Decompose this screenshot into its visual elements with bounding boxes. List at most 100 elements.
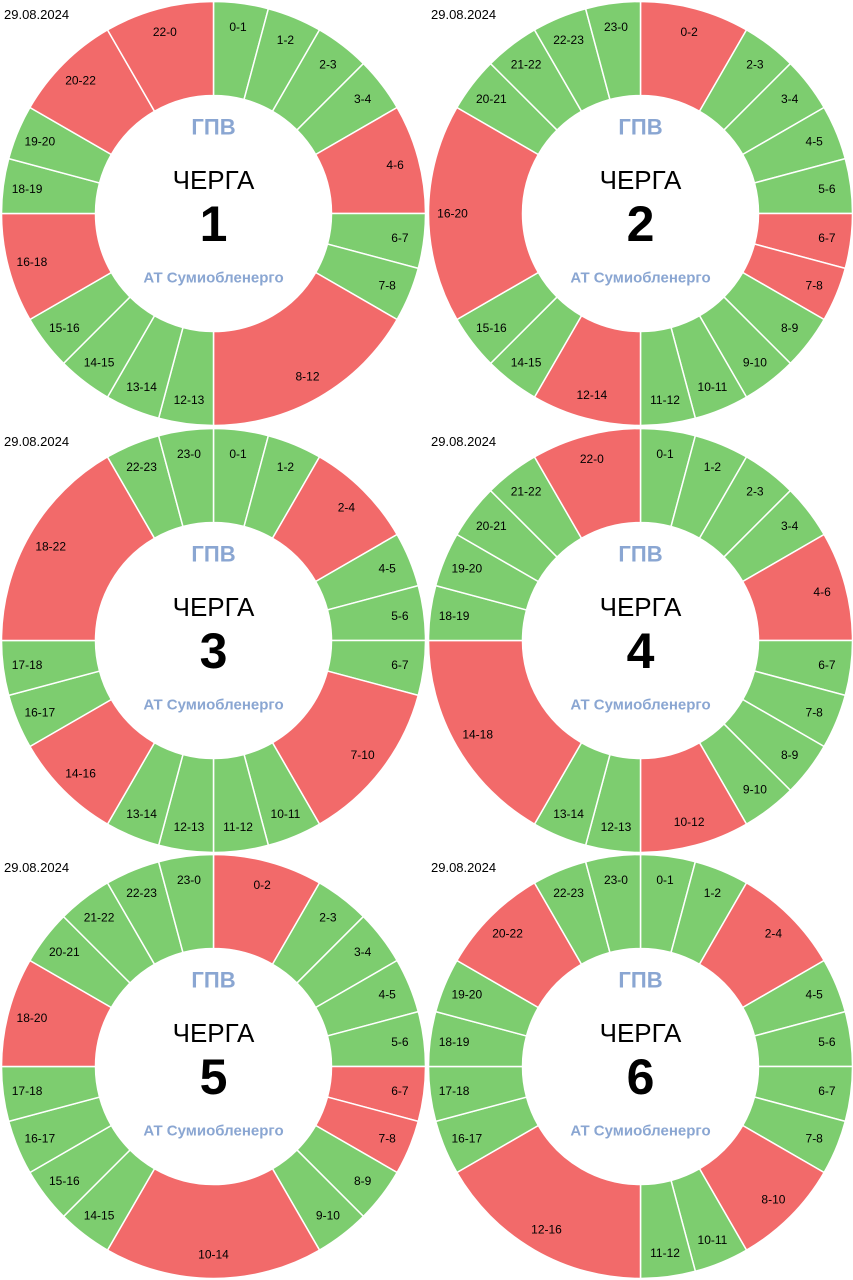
segment-label: 0-1 [656, 873, 674, 887]
segment-label: 1-2 [277, 33, 295, 47]
company-label: АТ Сумиобленерго [570, 697, 710, 714]
segment-label: 0-1 [229, 447, 247, 461]
donut-chart: 0-2 2-3 3-4 4-5 5-6 6-7 7-8 8-9 9-10 10-11 11-12 12… [427, 0, 853, 427]
schedule-panel-1: 0-1 1-2 2-3 3-4 4-6 6-7 7-8 8-12 12-13 13-14 14-15… [0, 0, 427, 427]
segment-label: 18-19 [439, 1035, 470, 1049]
segment-label: 18-22 [35, 540, 66, 554]
donut-chart: 0-1 1-2 2-4 4-5 5-6 6-7 7-10 10-11 11-12 12-13 13-… [0, 427, 427, 854]
segment-label: 16-17 [451, 1131, 482, 1145]
segment-label: 22-0 [580, 452, 604, 466]
segment-label: 15-16 [49, 321, 80, 335]
segment-label: 6-7 [818, 1084, 836, 1098]
segment-label: 6-7 [391, 1084, 409, 1098]
segment-label: 14-18 [462, 728, 493, 742]
segment-label: 8-9 [781, 748, 799, 762]
segment-label: 6-7 [818, 658, 836, 672]
segment-label: 20-21 [476, 519, 507, 533]
queue-number: 4 [627, 623, 655, 679]
center-title: ЧЕРГА [600, 165, 682, 195]
segment-label: 23-0 [177, 873, 201, 887]
segment-label: 18-20 [17, 1011, 48, 1025]
schedule-date: 29.08.2024 [4, 434, 70, 449]
segment-label: 16-17 [24, 1131, 55, 1145]
segment-label: 13-14 [553, 807, 584, 821]
company-label: АТ Сумиобленерго [143, 697, 283, 714]
segment-label: 21-22 [511, 57, 542, 71]
center-top-label: ГПВ [618, 542, 662, 567]
segment-label: 20-21 [49, 945, 80, 959]
segment-label: 23-0 [604, 20, 628, 34]
queue-number: 3 [200, 623, 228, 679]
segment-label: 10-14 [198, 1248, 229, 1262]
schedule-panel-2: 0-2 2-3 3-4 4-5 5-6 6-7 7-8 8-9 9-10 10-11 11-12 12… [427, 0, 853, 427]
segment-label: 7-8 [806, 705, 824, 719]
segment-label: 14-15 [84, 1209, 115, 1223]
segment-label: 2-3 [319, 910, 337, 924]
segment-label: 4-5 [379, 988, 397, 1002]
segment-label: 1-2 [277, 460, 295, 474]
segment-label: 20-21 [476, 92, 507, 106]
segment-label: 17-18 [12, 658, 43, 672]
segment-label: 0-2 [680, 25, 698, 39]
segment-label: 14-15 [84, 356, 115, 370]
center-title: ЧЕРГА [173, 165, 255, 195]
segment-label: 9-10 [743, 356, 767, 370]
segment-label: 10-11 [698, 1233, 728, 1247]
segment-label: 13-14 [126, 380, 157, 394]
segment-18-22 [0, 455, 156, 642]
segment-label: 16-20 [437, 207, 468, 221]
segment-22-0 [533, 427, 642, 540]
segment-label: 18-19 [12, 182, 43, 196]
segment-label: 8-10 [761, 1192, 785, 1206]
segment-label: 6-7 [391, 658, 409, 672]
segment-label: 17-18 [12, 1084, 43, 1098]
segment-label: 7-8 [379, 278, 397, 292]
segment-23-0 [584, 853, 642, 954]
segment-label: 1-2 [704, 460, 722, 474]
segment-label: 20-22 [492, 927, 523, 941]
segment-label: 22-23 [126, 886, 157, 900]
segment-label: 7-8 [806, 1131, 824, 1145]
queue-number: 1 [200, 196, 228, 252]
donut-chart: 0-2 2-3 3-4 4-5 5-6 6-7 7-8 8-9 9-10 10-14 14-15 15… [0, 853, 427, 1280]
segment-label: 21-22 [84, 910, 115, 924]
segment-label: 3-4 [781, 92, 799, 106]
segment-label: 22-23 [126, 460, 157, 474]
segment-label: 9-10 [743, 783, 767, 797]
segment-label: 3-4 [354, 92, 372, 106]
segment-label: 13-14 [126, 807, 157, 821]
segment-label: 4-5 [806, 135, 824, 149]
segment-16-20 [427, 106, 540, 321]
segment-label: 5-6 [391, 1035, 409, 1049]
company-label: АТ Сумиобленерго [570, 1123, 710, 1140]
donut-chart: 0-1 1-2 2-3 3-4 4-6 6-7 7-8 8-9 9-10 10-12 12-13 13… [427, 427, 853, 854]
donut-chart: 0-1 1-2 2-4 4-5 5-6 6-7 7-8 8-10 10-11 11-12 12-16… [427, 853, 853, 1280]
schedule-date: 29.08.2024 [431, 434, 497, 449]
segment-label: 12-13 [174, 393, 205, 407]
segment-label: 2-3 [746, 484, 764, 498]
segment-label: 12-14 [576, 388, 607, 402]
segment-label: 10-12 [674, 815, 705, 829]
schedule-panel-6: 0-1 1-2 2-4 4-5 5-6 6-7 7-8 8-10 10-11 11-12 12-16… [427, 853, 853, 1280]
segment-label: 10-11 [698, 380, 728, 394]
donut-chart: 0-1 1-2 2-3 3-4 4-6 6-7 7-8 8-12 12-13 13-14 14-15… [0, 0, 427, 427]
segment-label: 19-20 [451, 562, 482, 576]
segment-label: 9-10 [316, 1209, 340, 1223]
segment-14-18 [427, 639, 583, 826]
segment-label: 12-13 [601, 820, 632, 834]
segment-23-0 [584, 0, 642, 101]
segment-label: 0-2 [253, 878, 271, 892]
segment-label: 22-0 [153, 25, 177, 39]
segment-10-14 [106, 1167, 321, 1280]
schedule-date: 29.08.2024 [431, 860, 497, 875]
segment-label: 15-16 [49, 1174, 80, 1188]
segment-label: 0-1 [656, 447, 674, 461]
schedule-panel-5: 0-2 2-3 3-4 4-5 5-6 6-7 7-8 8-9 9-10 10-14 14-15 15… [0, 853, 427, 1280]
segment-label: 19-20 [451, 988, 482, 1002]
center-top-label: ГПВ [191, 115, 235, 140]
segment-label: 16-18 [17, 255, 48, 269]
segment-label: 7-8 [806, 278, 824, 292]
segment-label: 1-2 [704, 886, 722, 900]
segment-label: 7-8 [379, 1131, 397, 1145]
center-top-label: ГПВ [191, 968, 235, 993]
